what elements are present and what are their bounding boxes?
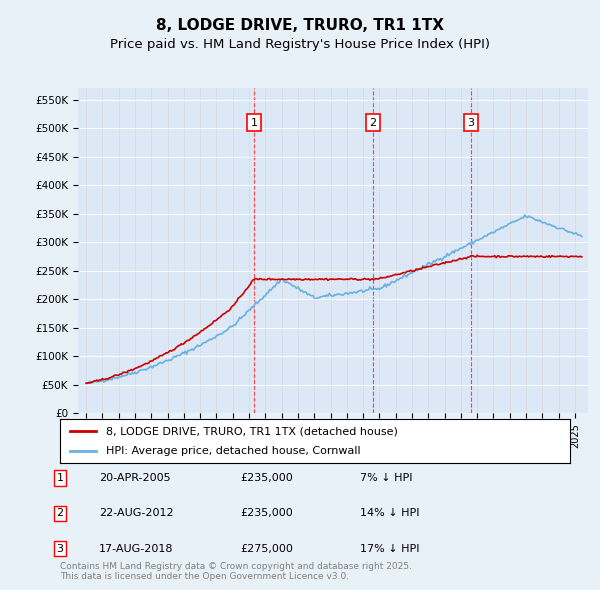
Text: 1: 1 [56,473,64,483]
Text: £235,000: £235,000 [240,509,293,518]
Text: HPI: Average price, detached house, Cornwall: HPI: Average price, detached house, Corn… [106,446,361,455]
Text: 3: 3 [56,544,64,553]
Text: 7% ↓ HPI: 7% ↓ HPI [360,473,413,483]
Text: 17-AUG-2018: 17-AUG-2018 [99,544,173,553]
Text: 1: 1 [250,117,257,127]
Text: 17% ↓ HPI: 17% ↓ HPI [360,544,419,553]
Text: 3: 3 [467,117,474,127]
Text: 2: 2 [370,117,376,127]
Text: £275,000: £275,000 [240,544,293,553]
Text: 2: 2 [56,509,64,518]
Text: 22-AUG-2012: 22-AUG-2012 [99,509,173,518]
Text: 8, LODGE DRIVE, TRURO, TR1 1TX (detached house): 8, LODGE DRIVE, TRURO, TR1 1TX (detached… [106,427,398,436]
Text: 14% ↓ HPI: 14% ↓ HPI [360,509,419,518]
Text: 8, LODGE DRIVE, TRURO, TR1 1TX: 8, LODGE DRIVE, TRURO, TR1 1TX [156,18,444,32]
Text: £235,000: £235,000 [240,473,293,483]
Text: 20-APR-2005: 20-APR-2005 [99,473,170,483]
Text: Contains HM Land Registry data © Crown copyright and database right 2025.
This d: Contains HM Land Registry data © Crown c… [60,562,412,581]
Text: Price paid vs. HM Land Registry's House Price Index (HPI): Price paid vs. HM Land Registry's House … [110,38,490,51]
